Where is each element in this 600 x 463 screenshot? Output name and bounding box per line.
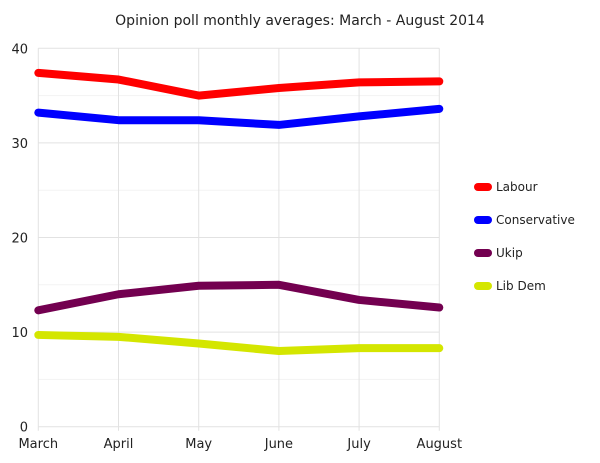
x-tick-label: May (185, 437, 212, 452)
y-tick-label: 0 (20, 421, 28, 436)
chart-title: Opinion poll monthly averages: March - A… (115, 13, 485, 29)
x-axis: March April May June July August (18, 437, 462, 452)
legend-label: Labour (496, 180, 538, 194)
grid (37, 47, 440, 431)
y-tick-label: 20 (11, 232, 28, 247)
legend-label: Lib Dem (496, 279, 546, 293)
x-tick-label: July (346, 437, 371, 452)
series-line-ukip (34, 280, 444, 315)
y-tick-label: 10 (11, 326, 28, 341)
series-line-lib-dem (34, 330, 444, 356)
x-tick-label: March (18, 437, 58, 452)
series-line-conservative (34, 104, 444, 129)
series-line-labour (34, 68, 444, 100)
series-lines (34, 68, 444, 356)
x-tick-label: April (104, 437, 134, 452)
y-tick-label: 40 (11, 42, 28, 57)
y-tick-label: 30 (11, 137, 28, 152)
legend: Labour Conservative Ukip Lib Dem (474, 180, 575, 293)
x-tick-label: June (264, 437, 293, 452)
legend-label: Conservative (496, 213, 575, 227)
x-tick-label: August (417, 437, 463, 452)
legend-label: Ukip (496, 246, 523, 260)
y-axis: 0 10 20 30 40 (11, 42, 28, 435)
